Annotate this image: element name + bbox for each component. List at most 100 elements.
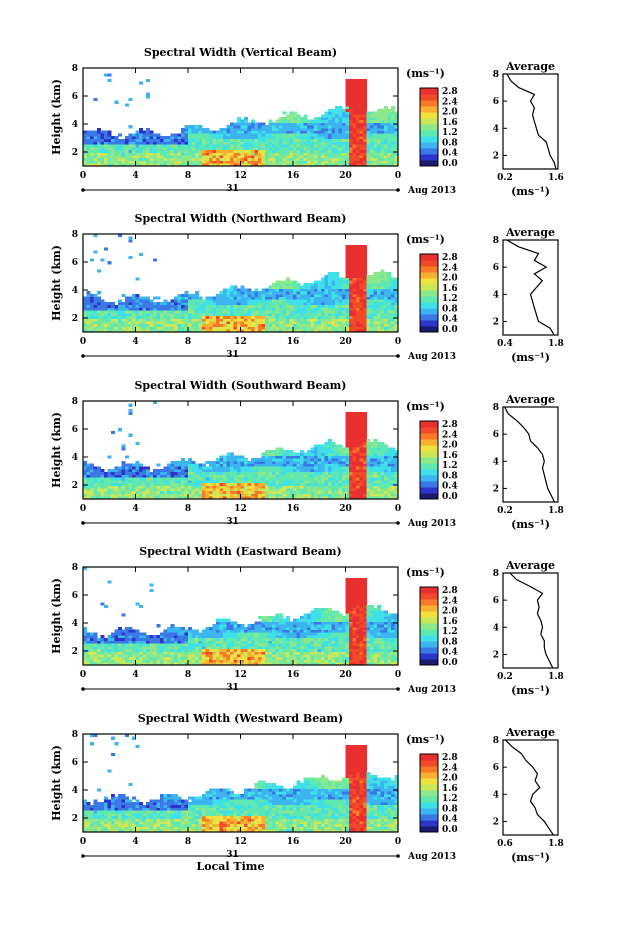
heatmap-cell	[195, 163, 199, 167]
heatmap-cell	[202, 141, 206, 145]
heatmap-cell	[377, 452, 381, 456]
heatmap-cell	[293, 496, 297, 500]
heatmap-cell	[314, 485, 318, 489]
heatmap-cell	[307, 452, 311, 456]
heatmap-cell	[135, 312, 140, 317]
heatmap-cell	[107, 580, 112, 584]
heatmap-cell	[86, 469, 91, 473]
colorbar-swatch	[420, 278, 438, 285]
heatmap-cell	[223, 318, 227, 322]
heatmap-cell	[254, 458, 259, 462]
heatmap-cell	[230, 285, 234, 289]
heatmap-cell	[198, 149, 203, 153]
heatmap-cell	[195, 315, 199, 319]
heatmap-cell	[188, 293, 192, 298]
heatmap-cell	[303, 138, 308, 142]
heatmap-cell	[384, 114, 388, 118]
heatmap-cell	[149, 329, 154, 333]
heatmap-cell	[391, 141, 395, 145]
heatmap-cell	[181, 127, 185, 132]
heatmap-cell	[296, 485, 301, 489]
heatmap-cell	[251, 299, 255, 303]
heatmap-cell	[384, 452, 388, 456]
heatmap-cell	[373, 444, 378, 448]
heatmap-cell	[146, 496, 150, 500]
heatmap-cell	[377, 285, 381, 289]
heatmap-cell	[279, 152, 283, 156]
heatmap-cell	[370, 460, 374, 465]
heatmap-cell	[352, 414, 357, 418]
heatmap-cell	[177, 469, 182, 473]
heatmap-cell	[356, 455, 360, 459]
heatmap-cell	[394, 310, 399, 314]
heatmap-cell	[240, 458, 245, 462]
heatmap-cell	[139, 127, 143, 132]
colorbar-swatch	[420, 314, 438, 321]
heatmap-cell	[279, 149, 283, 153]
heatmap-cell	[223, 163, 227, 167]
heatmap-cell	[268, 450, 273, 454]
heatmap-cell	[363, 466, 367, 470]
heatmap-cell	[310, 447, 315, 451]
heatmap-cell	[184, 299, 189, 303]
heatmap-cell	[86, 321, 91, 325]
heatmap-cell	[209, 152, 213, 156]
heatmap-cell	[265, 144, 269, 148]
heatmap-cell	[170, 160, 175, 164]
heatmap-cell	[128, 485, 133, 489]
heatmap-cell	[135, 469, 140, 473]
heatmap-cell	[384, 479, 388, 484]
heatmap-cell	[247, 321, 252, 325]
day-bracket-end	[81, 354, 85, 358]
heatmap-cell	[195, 485, 199, 489]
heatmap-cell	[107, 662, 112, 666]
heatmap-cell	[230, 477, 234, 481]
heatmap-cell	[254, 466, 259, 470]
heatmap-cell	[314, 155, 318, 159]
heatmap-cell	[328, 490, 332, 494]
heatmap-cell	[300, 315, 304, 319]
heatmap-cell	[303, 455, 308, 459]
heatmap-cell	[370, 114, 374, 118]
heatmap-cell	[104, 146, 108, 151]
heatmap-cell	[387, 152, 392, 156]
heatmap-cell	[272, 299, 276, 303]
heatmap-cell	[132, 477, 136, 481]
heatmap-cell	[342, 318, 346, 322]
heatmap-cell	[380, 160, 385, 164]
heatmap-cell	[219, 479, 224, 484]
heatmap-cell	[377, 277, 381, 281]
heatmap-cell	[366, 274, 371, 278]
heatmap-cell	[156, 315, 161, 319]
heatmap-cell	[261, 321, 266, 325]
heatmap-cell	[244, 318, 248, 322]
average-y-tick-label: 8	[493, 236, 499, 246]
heatmap-cell	[100, 635, 105, 639]
heatmap-cell	[128, 488, 133, 492]
heatmap-cell	[356, 315, 360, 319]
heatmap-cell	[359, 490, 364, 494]
heatmap-cell	[139, 474, 143, 478]
heatmap-cell	[391, 307, 395, 311]
heatmap-cell	[86, 133, 91, 137]
heatmap-cell	[380, 133, 385, 137]
heatmap-cell	[307, 488, 311, 492]
heatmap-cell	[384, 119, 388, 123]
heatmap-cell	[212, 296, 217, 300]
heatmap-cell	[219, 310, 224, 314]
heatmap-cell	[251, 144, 255, 148]
heatmap-cell	[128, 160, 133, 164]
heatmap-cell	[324, 277, 329, 281]
heatmap-cell	[335, 329, 339, 333]
heatmap-cell	[226, 460, 231, 465]
heatmap-cell	[146, 469, 150, 473]
colorbar-swatch	[420, 475, 438, 482]
heatmap-cell	[377, 133, 381, 137]
heatmap-cell	[279, 485, 283, 489]
heatmap-cell	[107, 321, 112, 325]
heatmap-cell	[335, 477, 339, 481]
heatmap-cell	[342, 326, 346, 330]
heatmap-cell	[230, 157, 234, 161]
heatmap-cell	[384, 318, 388, 322]
heatmap-cell	[107, 471, 112, 475]
